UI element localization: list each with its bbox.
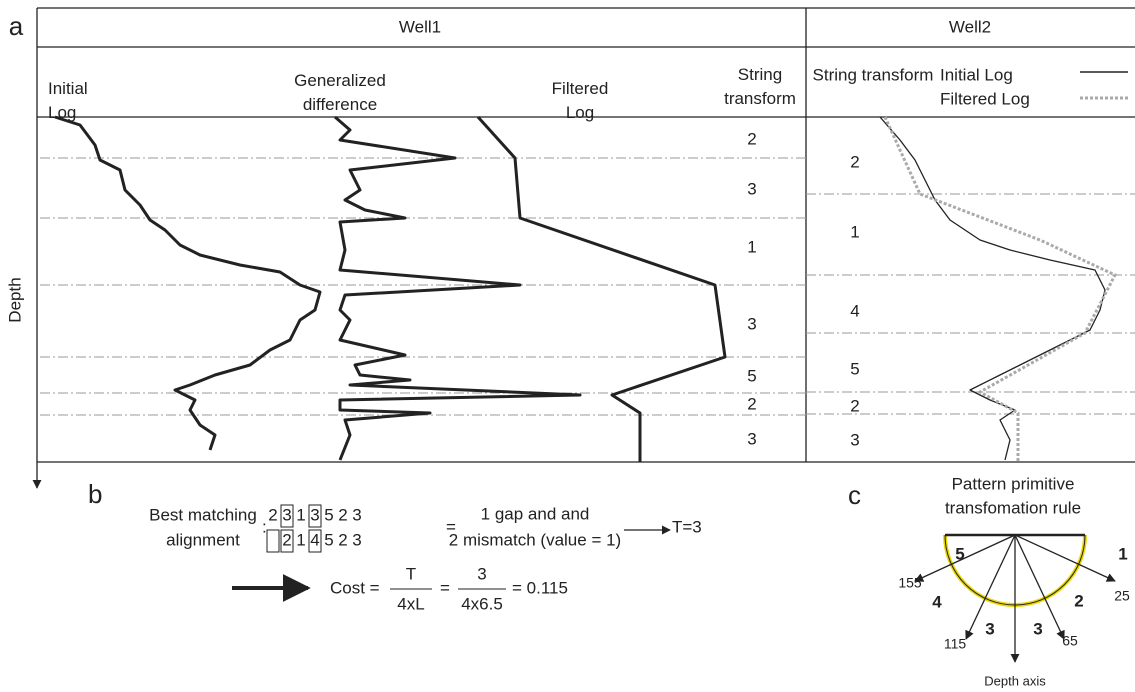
title: Pattern primitive — [952, 474, 1075, 493]
cost-label: Cost = — [330, 578, 380, 597]
string-code: 3 — [850, 430, 859, 449]
angle: 155 — [898, 575, 922, 591]
code: 4 — [932, 592, 942, 611]
equals: = — [446, 517, 456, 536]
string-code: 2 — [850, 396, 859, 415]
panel-c: c Pattern primitive transfomation rule 5… — [848, 474, 1130, 688]
panel-a: a Depth Well1 Well2 Initial Log Generalize… — [5, 7, 1135, 489]
string-code: 4 — [850, 301, 859, 320]
ray — [1014, 534, 1116, 582]
angle: 65 — [1062, 633, 1078, 649]
well-title: Well2 — [949, 17, 991, 36]
digit: 5 — [324, 530, 333, 549]
digit: 1 — [296, 530, 305, 549]
result: 1 gap and and — [481, 504, 590, 523]
box — [266, 529, 280, 553]
panel-label: b — [88, 479, 102, 509]
digit: 2 — [268, 505, 277, 524]
axis-label: Depth axis — [984, 673, 1046, 688]
cost-value: = 0.115 — [512, 578, 568, 597]
colon: : — [262, 517, 267, 536]
string-code: 3 — [747, 314, 756, 333]
angle: 25 — [1114, 588, 1130, 604]
caption: Best matching — [149, 505, 257, 524]
column-header: Generalized difference — [294, 71, 386, 114]
code: 5 — [955, 544, 964, 563]
ray — [965, 534, 1016, 640]
box — [308, 529, 322, 553]
generalized-difference — [334, 115, 582, 461]
string-code: 1 — [850, 222, 859, 241]
digit: 1 — [296, 505, 305, 524]
code: 2 — [1074, 591, 1083, 610]
legend-label: Initial Log — [940, 65, 1013, 84]
column-header: String transform — [813, 65, 934, 84]
angle: 115 — [944, 636, 967, 652]
string-code: 3 — [747, 429, 756, 448]
digit: 2 — [338, 530, 347, 549]
digit: 4 — [310, 530, 319, 549]
box — [280, 529, 294, 553]
numerator: T — [406, 564, 416, 583]
panel-label: a — [9, 11, 24, 41]
string-code: 5 — [747, 366, 756, 385]
panel-b: b Best matching alignment : 2 3 1 3 5 2 32 1 4 5 2… — [88, 479, 702, 614]
filtered-log — [883, 116, 1118, 462]
equals: = — [440, 578, 450, 597]
result: 2 mismatch (value = 1) — [449, 530, 621, 549]
caption: alignment — [166, 530, 240, 549]
digit: 2 — [338, 505, 347, 524]
digit: 5 — [324, 505, 333, 524]
box — [280, 504, 294, 528]
panel-label: c — [848, 480, 861, 510]
numerator: 3 — [477, 564, 486, 583]
boundaries — [40, 157, 1135, 416]
digit: 3 — [310, 505, 319, 524]
string-code: 3 — [747, 179, 756, 198]
denominator: 4xL — [397, 594, 424, 613]
column-header: Initial Log — [48, 79, 88, 122]
string-code: 5 — [850, 359, 859, 378]
box — [308, 504, 322, 528]
string-code: 2 — [747, 129, 756, 148]
rays — [914, 534, 1116, 663]
axis-label: Depth — [5, 277, 24, 322]
string-code: 2 — [747, 394, 756, 413]
code: 3 — [1033, 619, 1042, 638]
ray — [914, 534, 1016, 582]
code: 1 — [1118, 544, 1127, 563]
digit: 3 — [282, 505, 291, 524]
t-value: T=3 — [672, 517, 702, 536]
column-header: String transform — [724, 65, 796, 108]
filtered-log — [476, 115, 727, 462]
well-title: Well1 — [399, 17, 441, 36]
digit: 3 — [352, 505, 361, 524]
string-code: 2 — [850, 152, 859, 171]
digit: 2 — [282, 530, 291, 549]
ray — [1014, 534, 1065, 640]
string-code: 1 — [747, 237, 756, 256]
column-header: Filtered Log — [552, 79, 609, 122]
initial-log — [54, 115, 322, 451]
legend-label: Filtered Log — [940, 89, 1030, 108]
digit: 3 — [352, 530, 361, 549]
title: transfomation rule — [945, 498, 1081, 517]
initial-log — [879, 116, 1106, 461]
code: 3 — [985, 619, 994, 638]
denominator: 4x6.5 — [461, 594, 503, 613]
